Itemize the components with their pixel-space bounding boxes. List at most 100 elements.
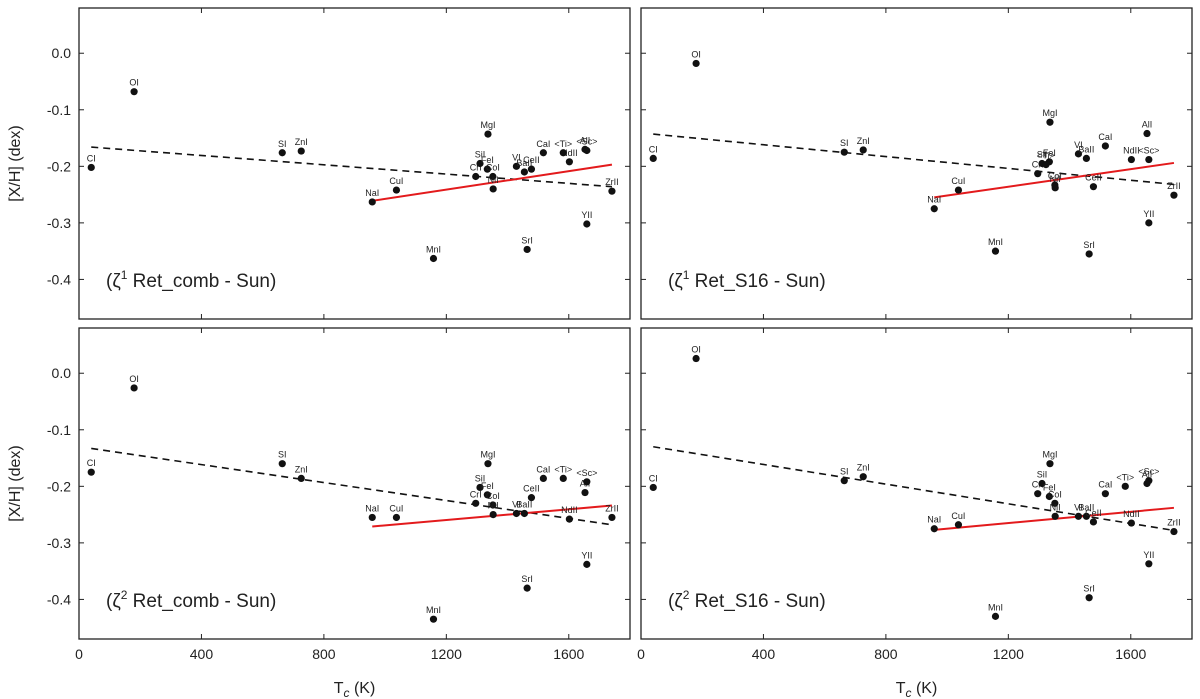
point-label: <Ti> <box>1116 472 1134 482</box>
data-point <box>1170 527 1178 536</box>
data-point <box>1082 154 1090 163</box>
point-label: NiI <box>1050 174 1061 184</box>
point-label: YII <box>581 550 592 560</box>
data-point <box>859 473 867 481</box>
point-label: <Ti> <box>554 139 572 149</box>
point-label: CuI <box>951 176 965 186</box>
data-point <box>484 130 492 138</box>
data-point <box>476 483 484 492</box>
data-point <box>483 491 491 499</box>
point-label: OI <box>129 78 139 88</box>
data-point <box>1170 191 1178 199</box>
point-label: CaI <box>536 139 550 149</box>
point-label: BaII <box>1078 144 1094 154</box>
point-label: NdII <box>1123 146 1140 156</box>
point-label: ZnI <box>295 464 308 474</box>
data-point <box>649 483 657 492</box>
data-point <box>1034 170 1042 178</box>
data-point <box>476 159 484 168</box>
data-point <box>1143 129 1151 138</box>
data-point <box>991 612 1000 620</box>
point-label: BaII <box>1078 502 1094 512</box>
data-point <box>583 146 591 155</box>
point-label: CrI <box>1032 480 1044 490</box>
y-tick-label: -0.3 <box>47 535 71 551</box>
point-label: SI <box>840 467 849 477</box>
data-point <box>954 521 963 529</box>
point-label: SrI <box>1083 240 1095 250</box>
y-axis-label: [X/H] (dex) <box>7 445 24 521</box>
x-tick-label: 1600 <box>553 646 584 662</box>
data-point <box>489 501 497 509</box>
point-label: SiI <box>475 150 486 160</box>
y-tick-label: -0.2 <box>47 478 71 494</box>
point-label: VI <box>1074 140 1083 150</box>
point-label: <Ti> <box>1037 151 1055 161</box>
point-label: VI <box>512 499 521 509</box>
point-label: ZnI <box>857 463 870 473</box>
data-point <box>954 186 963 194</box>
point-label: CeII <box>523 484 540 494</box>
point-label: CeII <box>1085 508 1102 518</box>
data-point <box>840 477 848 485</box>
data-point <box>608 187 616 195</box>
y-tick-label: 0.0 <box>52 45 72 61</box>
point-label: SI <box>278 139 287 149</box>
point-label: MgI <box>480 120 495 130</box>
panel-annotation: (ζ1 Ret_comb - Sun) <box>106 268 276 292</box>
data-point <box>523 245 531 254</box>
data-point <box>565 158 573 166</box>
data-point <box>539 474 547 483</box>
x-tick-label: 1200 <box>993 646 1024 662</box>
point-label: CaI <box>1098 480 1112 490</box>
point-label: AlI <box>1142 470 1153 480</box>
point-label: NaI <box>927 195 941 205</box>
data-point <box>1082 512 1090 520</box>
x-tick-label: 400 <box>752 646 776 662</box>
data-point <box>565 515 573 523</box>
point-label: BaII <box>516 499 532 509</box>
data-point <box>559 149 567 157</box>
data-point <box>1145 560 1153 568</box>
point-label: MnI <box>988 237 1003 247</box>
data-point <box>87 468 95 476</box>
data-point <box>483 165 491 173</box>
red-fit-line <box>372 163 613 202</box>
data-point <box>1145 219 1153 227</box>
point-label: OI <box>129 374 139 384</box>
data-point <box>472 499 480 507</box>
data-point <box>1085 594 1093 602</box>
point-label: CuI <box>951 511 965 521</box>
point-label: SiI <box>1037 470 1048 480</box>
point-label: CuI <box>389 503 403 513</box>
x-tick-label: 800 <box>312 646 336 662</box>
data-point <box>1121 482 1129 490</box>
x-tick-label: 1200 <box>431 646 462 662</box>
x-axis-label: Tc (K) <box>896 680 938 699</box>
panel-frame <box>640 327 1193 640</box>
point-label: FeI <box>481 155 494 165</box>
point-label: SrI <box>521 235 533 245</box>
data-point <box>1074 150 1083 158</box>
point-label: CaI <box>1098 132 1112 142</box>
dashed-fit-line <box>91 146 613 188</box>
point-label: CI <box>649 473 658 483</box>
data-point <box>278 149 286 157</box>
data-point <box>392 186 401 194</box>
point-label: CeII <box>1085 173 1102 183</box>
x-tick-label: 400 <box>190 646 214 662</box>
data-point <box>583 220 591 228</box>
data-point <box>368 198 376 206</box>
data-point <box>840 148 848 156</box>
point-label: <Sc> <box>576 136 597 146</box>
point-label: <Sc> <box>1138 146 1159 156</box>
data-point <box>930 205 938 213</box>
point-label: NaI <box>365 503 379 513</box>
panel-annotation: (ζ2 Ret_comb - Sun) <box>106 588 276 612</box>
point-label: SI <box>278 450 287 460</box>
point-label: CoI <box>486 491 500 501</box>
point-label: ZrII <box>1167 518 1181 528</box>
data-point <box>1051 512 1059 520</box>
data-point <box>429 254 438 263</box>
point-label: SiI <box>475 473 486 483</box>
